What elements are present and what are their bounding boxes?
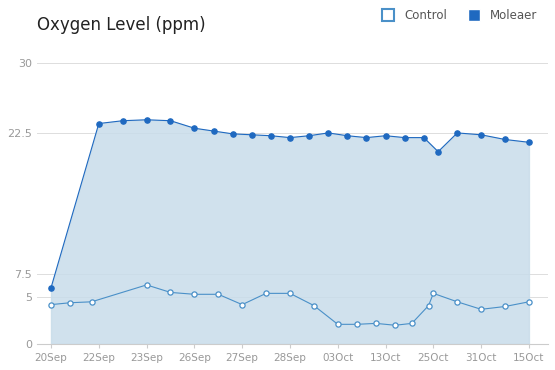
Point [190,125,199,131]
Text: Oxygen Level (ppm): Oxygen Level (ppm) [37,16,205,34]
Point [334,322,342,327]
Point [324,130,332,136]
Point [453,299,462,305]
Point [238,302,246,307]
Point [310,303,319,309]
Point [371,320,380,326]
Legend: Control, Moleaer: Control, Moleaer [372,5,542,27]
Point [228,131,237,137]
Point [166,118,175,124]
Point [501,303,509,309]
Point [477,306,486,312]
Point [118,118,127,124]
Point [501,137,509,142]
Point [209,128,218,134]
Point [166,289,175,295]
Point [266,133,275,139]
Point [343,133,352,139]
Point [381,133,390,139]
Point [477,132,486,138]
Point [524,299,533,305]
Point [47,302,56,307]
Point [214,291,223,297]
Point [285,135,294,141]
Point [400,135,409,141]
Point [87,299,96,305]
Point [407,320,416,326]
Point [65,300,74,306]
Point [142,117,151,123]
Point [362,135,371,141]
Point [424,303,433,309]
Point [453,130,462,136]
Point [94,121,103,127]
Point [433,149,442,155]
Point [391,322,400,328]
Point [429,290,438,296]
Point [305,133,314,139]
Point [190,291,199,297]
Point [524,139,533,145]
Point [352,322,361,327]
Point [248,132,256,138]
Point [285,290,294,296]
Point [420,135,428,141]
Point [142,282,151,288]
Point [261,290,270,296]
Point [47,285,56,291]
